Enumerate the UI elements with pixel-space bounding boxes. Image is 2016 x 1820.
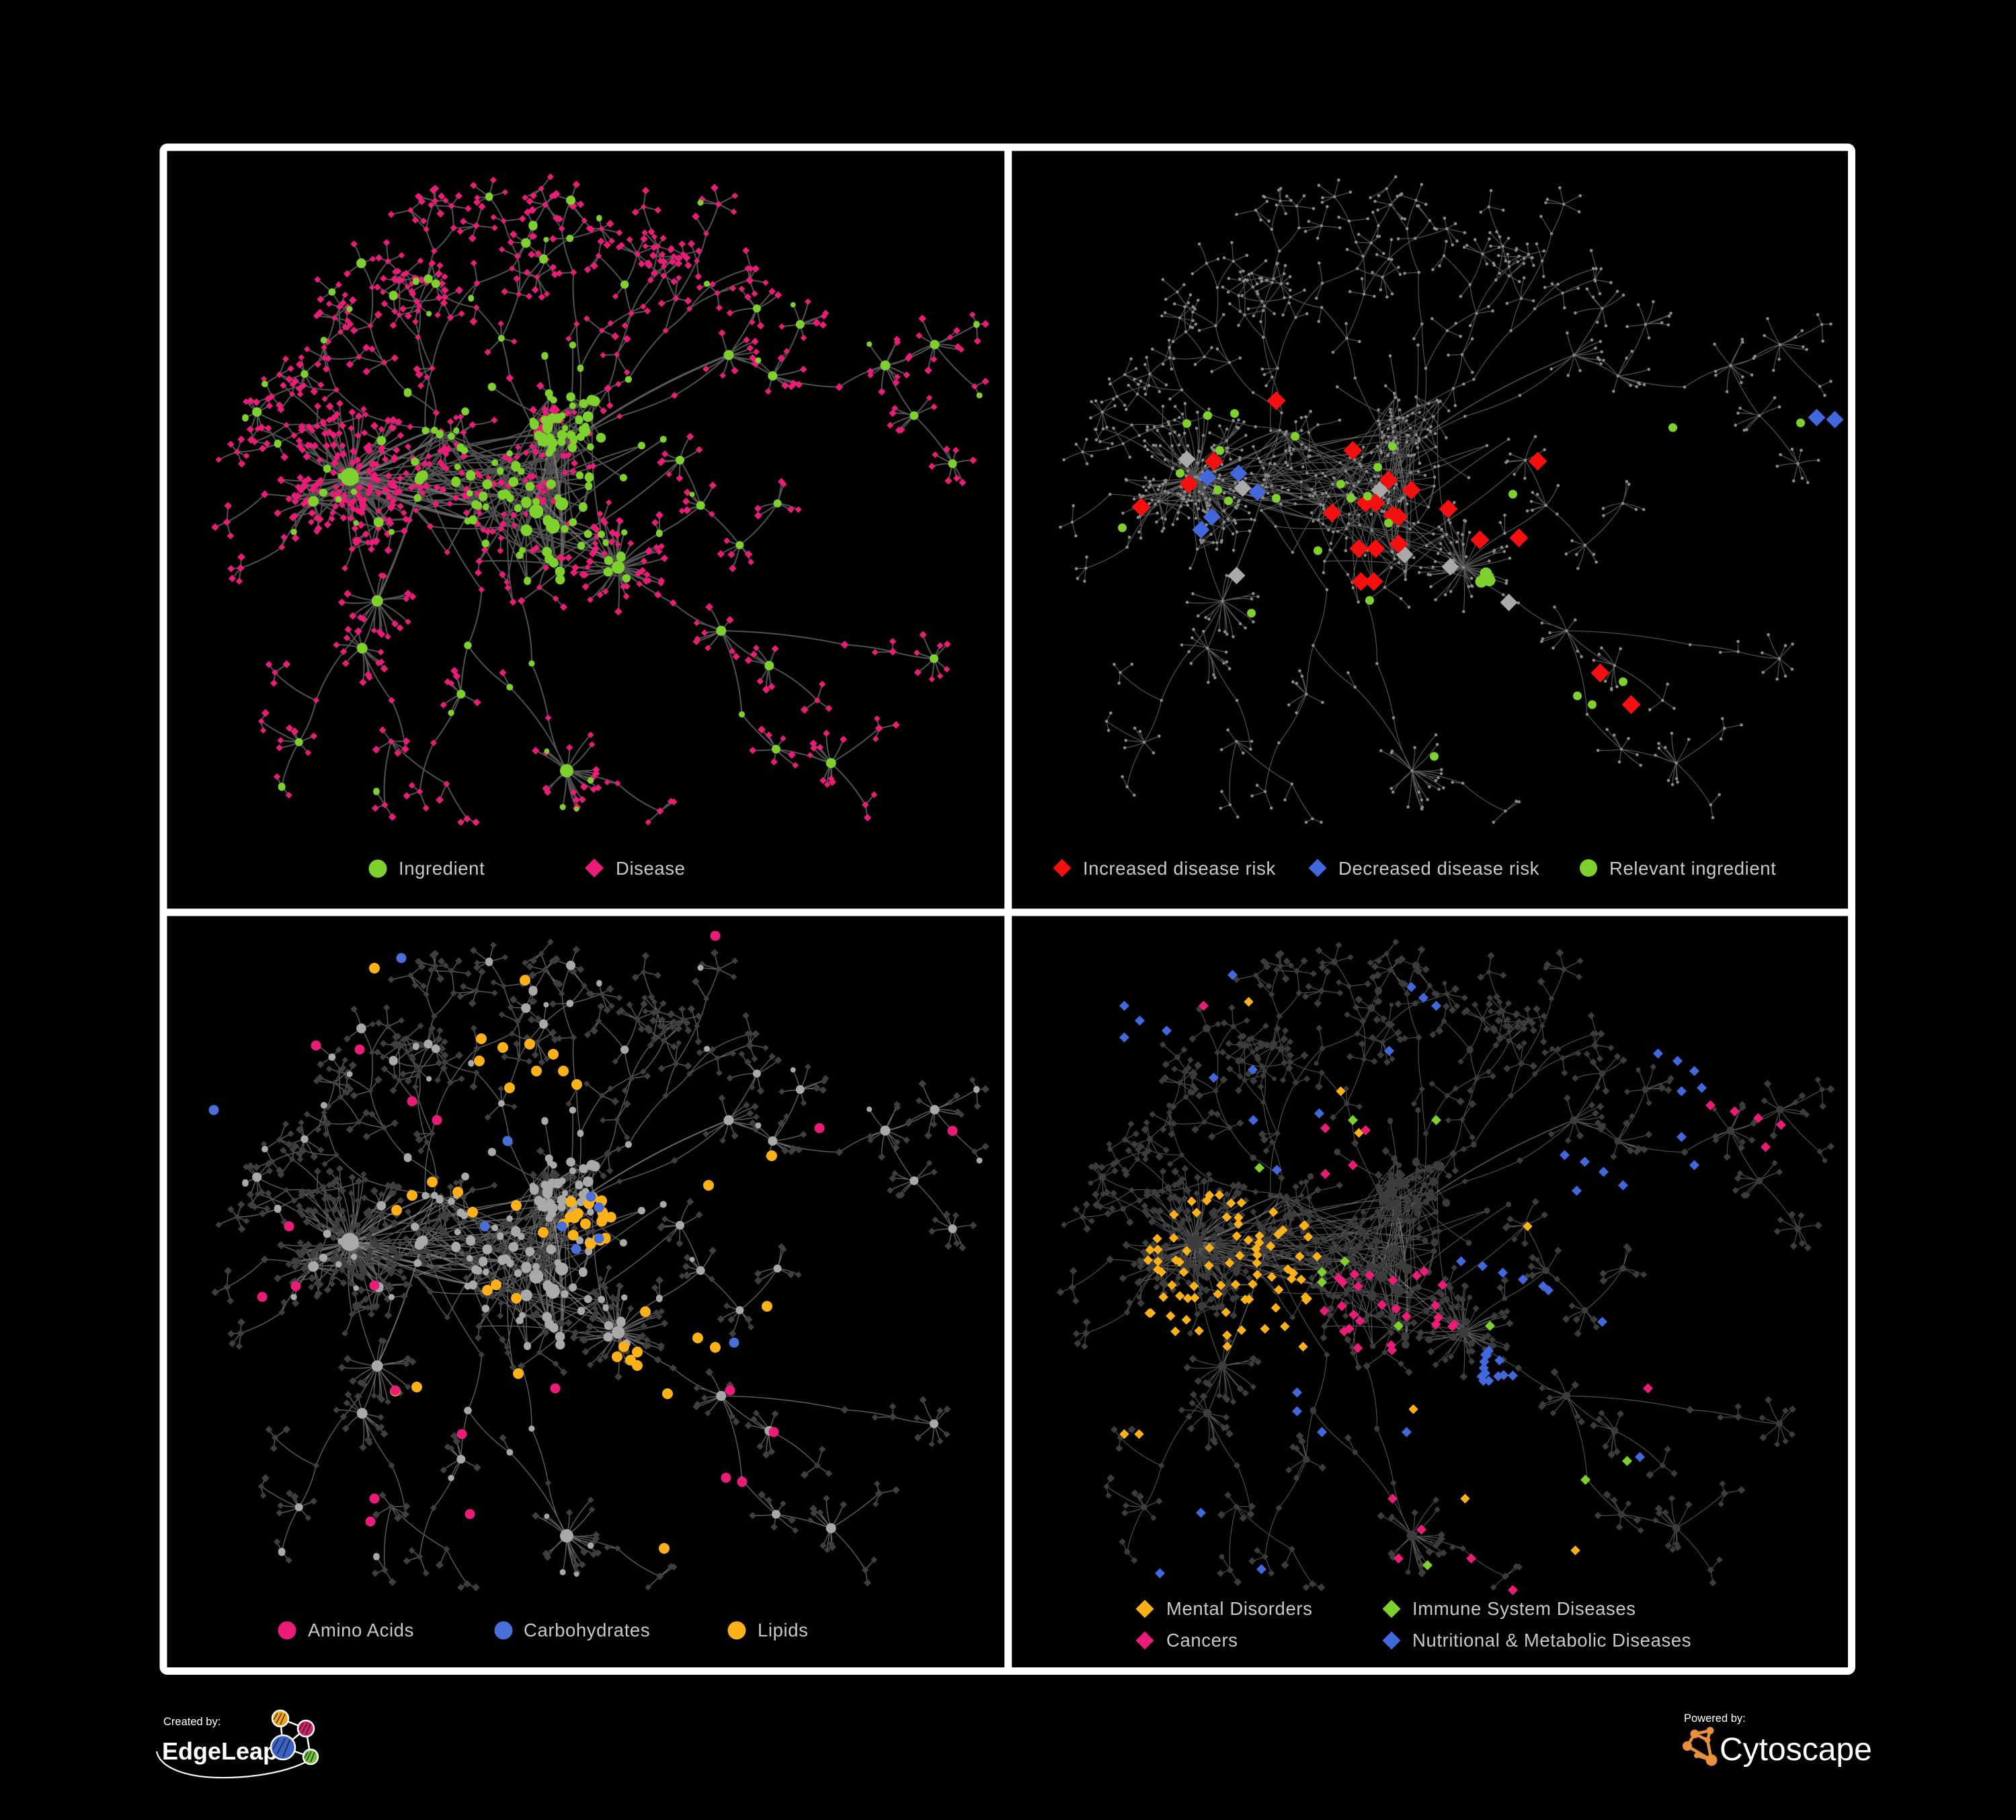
svg-text:Carbohydrates: Carbohydrates	[524, 1620, 650, 1640]
svg-text:Disease: Disease	[616, 858, 686, 879]
svg-text:Ingredient: Ingredient	[399, 858, 485, 879]
svg-text:Relevant ingredient: Relevant ingredient	[1609, 858, 1776, 879]
svg-text:Created by:: Created by:	[163, 1716, 220, 1728]
svg-text:Nutritional & Metabolic Diseas: Nutritional & Metabolic Diseases	[1412, 1630, 1691, 1651]
svg-text:Cytoscape: Cytoscape	[1720, 1732, 1872, 1768]
svg-text:Amino Acids: Amino Acids	[308, 1620, 414, 1640]
svg-text:Decreased disease risk: Decreased disease risk	[1338, 858, 1539, 879]
svg-text:Mental Disorders: Mental Disorders	[1166, 1598, 1312, 1619]
svg-text:Increased disease risk: Increased disease risk	[1083, 858, 1276, 879]
svg-text:Immune System Diseases: Immune System Diseases	[1412, 1598, 1636, 1619]
svg-text:Cancers: Cancers	[1166, 1630, 1238, 1651]
svg-text:Lipids: Lipids	[758, 1620, 808, 1640]
svg-text:Powered by:: Powered by:	[1684, 1712, 1746, 1725]
svg-text:EdgeLeap: EdgeLeap	[162, 1737, 278, 1765]
